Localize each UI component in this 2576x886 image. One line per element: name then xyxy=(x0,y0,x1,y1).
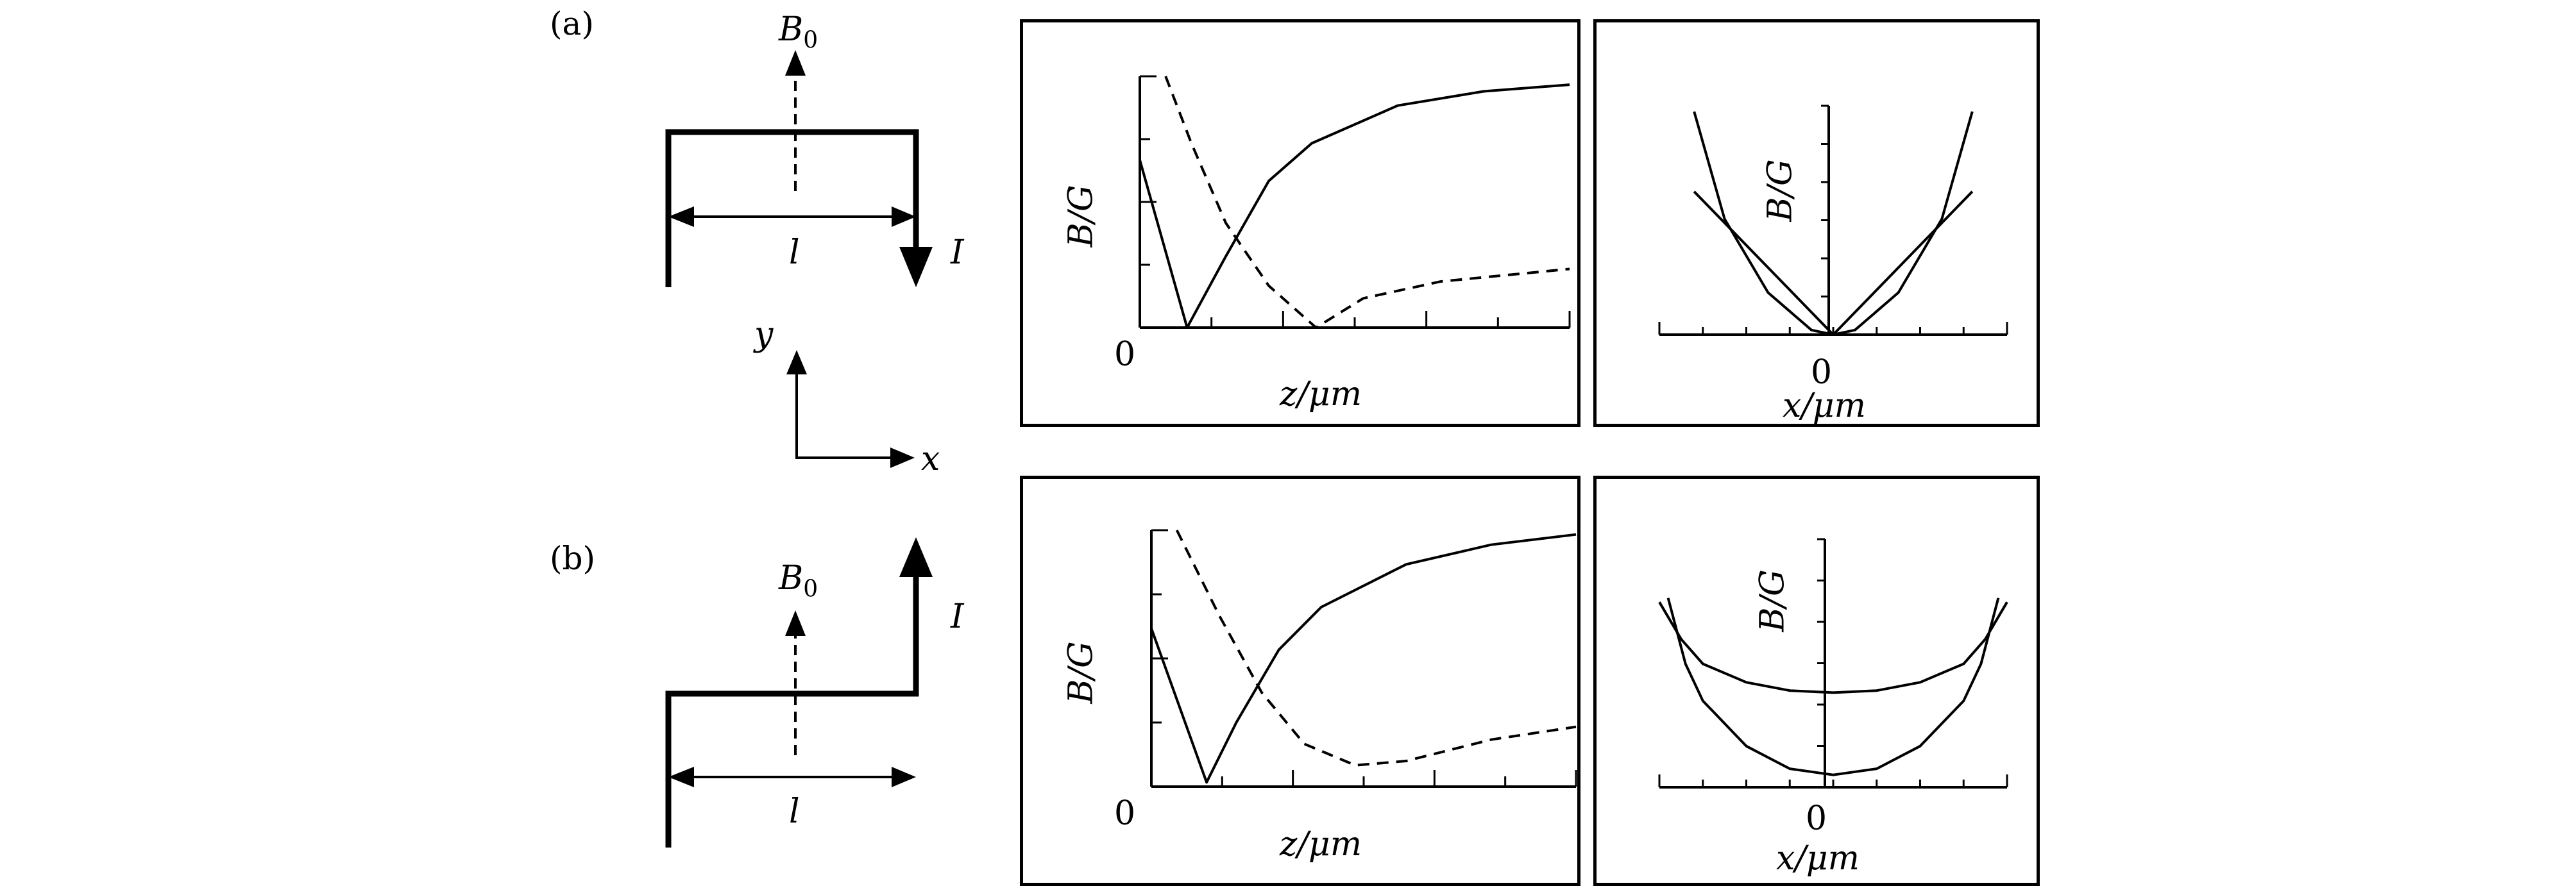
chart-b-left-ylabel: B/G xyxy=(1062,641,1101,704)
b0-arrow-a xyxy=(785,50,806,191)
chart-b-right-origin: 0 xyxy=(1806,799,1827,838)
length-label-b: l xyxy=(789,792,800,831)
chart-b-right: 0 x/μm B/G xyxy=(1593,476,2040,886)
chart-b-right-xlabel: x/μm xyxy=(1776,839,1860,878)
coordinate-axes xyxy=(786,350,915,468)
series-line-0 xyxy=(1139,83,1570,329)
series-line-1 xyxy=(1666,598,2000,776)
current-arrow-icon xyxy=(899,247,933,287)
chart-b-right-plot xyxy=(1658,538,2008,789)
chart-b-left-plot xyxy=(1150,529,1577,788)
length-arrow-a xyxy=(668,206,916,227)
field-label-b: B0 xyxy=(779,559,818,603)
chart-a-right-xlabel: x/μm xyxy=(1783,387,1866,425)
chart-a-left-xlabel: z/μm xyxy=(1280,375,1362,414)
panel-label-b: (b) xyxy=(550,540,596,577)
chart-a-right-origin: 0 xyxy=(1811,353,1833,392)
axis-label-x: x xyxy=(921,440,940,478)
wire-z-shape xyxy=(665,537,933,848)
panel-label-a: (a) xyxy=(550,5,594,42)
chart-a-left-plot xyxy=(1139,75,1571,329)
chart-b-left: 0 z/μm B/G xyxy=(1020,476,1580,886)
wire-u-shape xyxy=(665,129,933,287)
chart-a-right-ylabel: B/G xyxy=(1761,159,1800,222)
current-arrow-icon-b xyxy=(899,537,933,577)
chart-a-left-ylabel: B/G xyxy=(1062,185,1101,247)
length-label-a: l xyxy=(789,233,800,272)
chart-a-left: 0 z/μm B/G xyxy=(1020,19,1580,427)
series-line-1 xyxy=(1175,530,1577,767)
chart-b-left-xlabel: z/μm xyxy=(1280,825,1362,864)
b0-arrow-b xyxy=(785,610,806,755)
chart-axes xyxy=(1658,104,2008,336)
chart-b-right-ylabel: B/G xyxy=(1753,569,1792,632)
axis-label-y: y xyxy=(754,315,774,354)
chart-a-left-origin: 0 xyxy=(1114,335,1136,374)
length-arrow-b xyxy=(668,767,916,787)
series-line-0 xyxy=(1658,601,2008,694)
chart-axes xyxy=(1658,538,2008,789)
current-label-b: I xyxy=(951,598,964,636)
chart-a-right-plot xyxy=(1658,104,2008,336)
chart-axes xyxy=(1150,529,1577,788)
chart-b-left-origin: 0 xyxy=(1114,794,1136,833)
field-label-a: B0 xyxy=(779,10,818,54)
series-line-1 xyxy=(1164,76,1570,329)
current-label-a: I xyxy=(951,233,964,272)
chart-axes xyxy=(1139,75,1571,329)
series-line-0 xyxy=(1150,533,1577,784)
chart-a-right: 0 x/μm B/G xyxy=(1593,19,2040,427)
series-line-1 xyxy=(1693,190,1974,336)
series-line-0 xyxy=(1693,111,1974,336)
